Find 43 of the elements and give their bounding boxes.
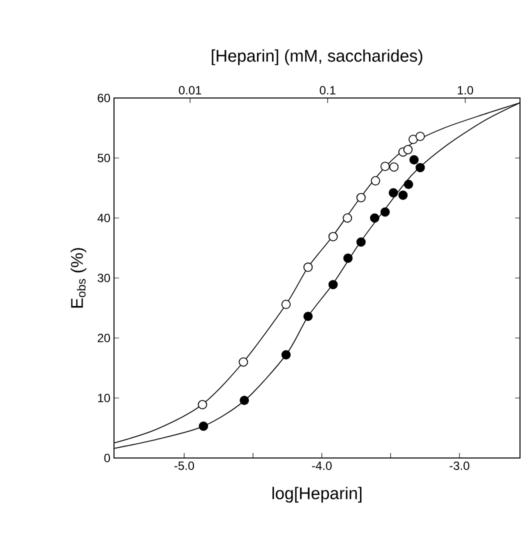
y-axis-title: E$_{obs}$ (%) [70,248,86,308]
point [380,162,390,172]
x-axis-title: log[Heparin] [272,486,362,503]
point [388,188,398,198]
point [198,422,208,431]
point [281,350,291,360]
y-tick-label: 30 [98,274,110,282]
x2-tick-label: 0.1 [320,86,336,94]
y-tick-label: 50 [98,154,110,162]
point [281,300,291,310]
point [240,396,249,406]
point [343,254,353,263]
x-tick-label: -5.0 [174,462,194,470]
point [380,207,390,217]
point [370,213,380,223]
point [356,192,366,202]
point [342,213,352,223]
point [303,312,313,322]
point [328,280,338,290]
x2-axis-title: [Heparin] (mM, saccharides) [212,49,422,66]
point [328,232,338,242]
y-tick-label: 60 [98,94,110,102]
point [408,134,418,144]
y-tick-label: 0 [104,454,110,462]
x2-tick-label: 0.01 [178,86,202,94]
y-tick-label: 20 [98,334,110,342]
y-tick-label: 10 [98,394,110,402]
y-tick-label: 40 [97,214,110,222]
x-tick-label: -3.0 [450,462,470,470]
point [356,237,366,247]
point [370,176,380,186]
point [409,155,419,164]
point [389,162,399,172]
point [416,162,425,172]
x-tick-label: -4.0 [312,462,332,470]
point [416,132,425,142]
point [238,357,248,367]
point [404,180,414,190]
point [398,190,408,200]
point [198,400,208,410]
point [403,144,413,154]
point [303,262,313,272]
x2-tick-label: 1.0 [458,86,474,94]
